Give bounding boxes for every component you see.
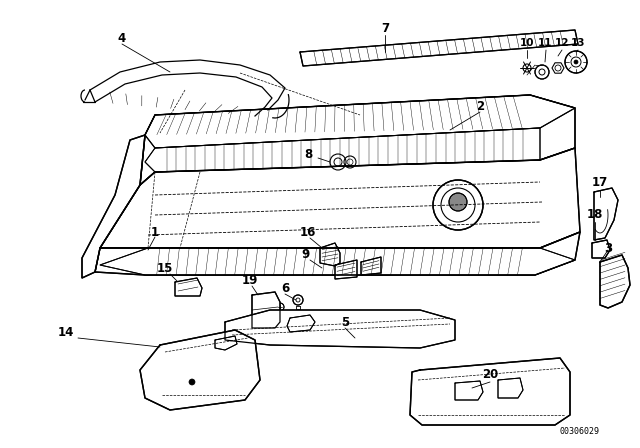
Text: 13: 13	[571, 38, 585, 48]
Polygon shape	[361, 257, 381, 275]
Text: 00306029: 00306029	[560, 427, 600, 436]
Polygon shape	[252, 292, 280, 328]
Text: 12: 12	[555, 38, 569, 48]
Text: 15: 15	[157, 262, 173, 275]
Polygon shape	[410, 358, 570, 425]
Polygon shape	[300, 30, 578, 66]
Circle shape	[535, 65, 549, 79]
Text: 20: 20	[482, 369, 498, 382]
Text: 3: 3	[604, 241, 612, 254]
Circle shape	[449, 193, 467, 211]
Polygon shape	[455, 381, 483, 400]
Polygon shape	[287, 315, 315, 332]
Text: 9: 9	[301, 247, 309, 260]
Polygon shape	[552, 63, 564, 73]
Text: 1: 1	[151, 225, 159, 238]
Text: 8: 8	[304, 148, 312, 161]
Polygon shape	[175, 278, 202, 296]
Polygon shape	[82, 135, 145, 278]
Text: 5: 5	[341, 315, 349, 328]
Polygon shape	[335, 260, 357, 279]
Text: 18: 18	[587, 208, 603, 221]
Polygon shape	[145, 95, 575, 148]
Circle shape	[276, 303, 284, 311]
Circle shape	[433, 180, 483, 230]
Polygon shape	[145, 128, 540, 172]
Text: 17: 17	[592, 177, 608, 190]
Polygon shape	[140, 330, 260, 410]
Circle shape	[574, 60, 578, 64]
Polygon shape	[225, 310, 455, 348]
Polygon shape	[498, 378, 523, 398]
Text: 14: 14	[58, 327, 74, 340]
Circle shape	[189, 379, 195, 385]
Polygon shape	[320, 243, 340, 266]
Text: 19: 19	[242, 273, 258, 287]
Text: 11: 11	[538, 38, 552, 48]
Text: 6: 6	[281, 281, 289, 294]
Circle shape	[565, 51, 587, 73]
Text: 7: 7	[381, 22, 389, 34]
Polygon shape	[140, 95, 575, 185]
Polygon shape	[592, 240, 610, 258]
Polygon shape	[594, 188, 618, 240]
Text: 4: 4	[118, 31, 126, 44]
Polygon shape	[95, 232, 580, 275]
Circle shape	[293, 295, 303, 305]
Polygon shape	[100, 248, 575, 275]
Polygon shape	[600, 255, 630, 308]
Text: 2: 2	[476, 99, 484, 112]
Polygon shape	[100, 148, 580, 248]
Polygon shape	[215, 336, 237, 350]
Circle shape	[523, 64, 531, 72]
Text: 16: 16	[300, 225, 316, 238]
Text: 10: 10	[520, 38, 534, 48]
